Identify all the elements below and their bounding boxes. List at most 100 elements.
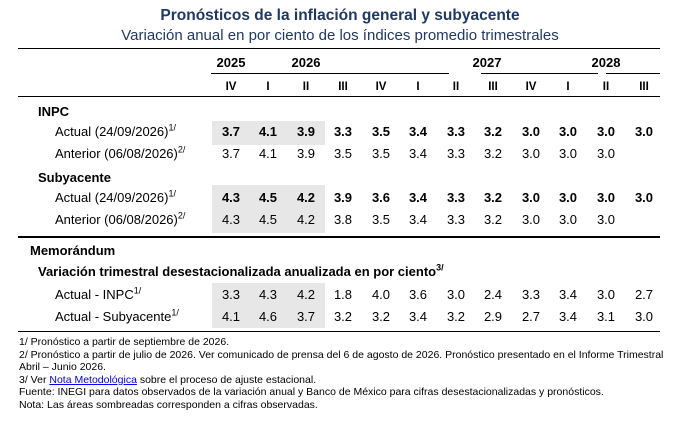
table-cell: 3.3	[333, 124, 353, 139]
quarter-header: II	[302, 81, 310, 93]
row-label-text: Actual - Subyacente	[55, 309, 172, 324]
row-label-sup: 1/	[168, 188, 176, 199]
table-cell: 4.0	[371, 287, 391, 302]
row-label-sub-anterior: Anterior (06/08/2026)2/	[55, 210, 186, 227]
row-label-sup: 1/	[133, 285, 142, 296]
rule-0	[18, 48, 660, 49]
row-label-text: Anterior (06/08/2026)	[55, 212, 178, 227]
rule-1	[211, 73, 449, 74]
table-cell: 3.5	[371, 146, 391, 161]
table-cell: 3.0	[558, 212, 578, 227]
quarter-header: IV	[525, 81, 537, 93]
table-cell: 3.3	[521, 287, 541, 302]
table-cell: 4.2	[296, 212, 316, 227]
table-cell: 4.1	[258, 124, 278, 139]
quarter-header: I	[266, 81, 270, 93]
table-cell: 2.9	[483, 309, 503, 324]
table-cell: 2.7	[634, 287, 654, 302]
table-cell: 3.2	[371, 309, 391, 324]
table-cell: 3.2	[483, 212, 503, 227]
table-cell: 3.4	[558, 309, 578, 324]
section-trimestral-text: Variación trimestral desestacionalizada …	[38, 264, 437, 279]
rule-4	[18, 96, 660, 97]
table-cell: 3.6	[408, 287, 428, 302]
row-label-memo-inpc: Actual - INPC1/	[55, 285, 142, 302]
rule-6	[18, 331, 660, 332]
quarter-header: III	[338, 81, 348, 93]
rule-2	[481, 73, 598, 74]
table-cell: 3.3	[446, 146, 466, 161]
table-cell: 3.2	[446, 309, 466, 324]
table-cell: 3.4	[408, 190, 428, 205]
table-cell: 3.3	[446, 212, 466, 227]
row-label-inpc-anterior: Anterior (06/08/2026)2/	[55, 144, 186, 161]
quarter-header: II	[452, 81, 460, 93]
observed-shade-2	[212, 283, 325, 328]
table-cell: 3.0	[558, 190, 578, 205]
table-cell: 3.7	[296, 309, 316, 324]
quarter-header: I	[566, 81, 570, 93]
table-cell: 4.3	[221, 190, 241, 205]
table-cell: 3.4	[408, 309, 428, 324]
table-cell: 4.5	[258, 190, 278, 205]
table-cell: 3.4	[408, 124, 428, 139]
section-trimestral-sup: 3/	[436, 262, 444, 273]
table-subtitle: Variación anual en por ciento de los índ…	[121, 27, 559, 44]
section-subyacente: Subyacente	[38, 170, 111, 185]
table-cell: 3.0	[521, 190, 541, 205]
row-label-sup: 1/	[168, 122, 176, 133]
source-note: Fuente: INEGI para datos observados de l…	[19, 386, 604, 399]
footnote-2: 2/ Pronóstico a partir de julio de 2026.…	[19, 348, 664, 374]
table-cell: 3.0	[596, 146, 616, 161]
row-label-sup: 2/	[177, 210, 186, 221]
year-header: 2028	[591, 55, 621, 70]
year-header: 2027	[472, 55, 502, 70]
table-title: Pronósticos de la inflación general y su…	[160, 7, 520, 24]
table-cell: 3.6	[371, 190, 391, 205]
section-memorandum: Memorándum	[30, 243, 116, 258]
table-cell: 3.0	[634, 309, 654, 324]
footnote-3: 3/ Ver Nota Metodológica sobre el proces…	[19, 374, 674, 387]
table-cell: 4.2	[296, 190, 316, 205]
table-cell: 3.0	[596, 287, 616, 302]
quarter-header: III	[639, 81, 649, 93]
table-cell: 4.1	[258, 146, 278, 161]
footnote-3-prefix: 3/ Ver	[19, 373, 50, 386]
table-cell: 4.6	[258, 309, 278, 324]
table-cell: 3.2	[333, 309, 353, 324]
table-cell: 3.0	[521, 146, 541, 161]
table-cell: 3.2	[483, 190, 503, 205]
quarter-header: II	[602, 81, 610, 93]
table-cell: 3.0	[596, 190, 616, 205]
rule-5	[18, 236, 660, 238]
observed-shade-0	[212, 121, 325, 145]
row-label-inpc-actual: Actual (24/09/2026)1/	[55, 122, 176, 139]
year-header: 2026	[291, 55, 321, 70]
table-cell: 4.3	[258, 287, 278, 302]
table-cell: 3.5	[371, 212, 391, 227]
table-cell: 3.0	[634, 124, 654, 139]
table-cell: 3.0	[521, 124, 541, 139]
table-cell: 3.8	[333, 212, 353, 227]
table-cell: 3.2	[483, 124, 503, 139]
table-cell: 3.4	[408, 146, 428, 161]
section-trimestral: Variación trimestral desestacionalizada …	[38, 262, 444, 279]
table-cell: 3.5	[333, 146, 353, 161]
table-cell: 3.0	[596, 124, 616, 139]
table-cell: 3.0	[558, 146, 578, 161]
year-header: 2025	[216, 55, 246, 70]
observed-shade-1	[212, 185, 325, 233]
table-cell: 3.0	[558, 124, 578, 139]
row-label-text: Actual (24/09/2026)	[55, 124, 169, 139]
table-cell: 3.9	[296, 124, 316, 139]
quarter-header: I	[416, 81, 420, 93]
table-cell: 3.5	[371, 124, 391, 139]
row-label-sup: 2/	[177, 144, 186, 155]
row-label-sub-actual: Actual (24/09/2026)1/	[55, 188, 176, 205]
quarter-header: IV	[375, 81, 387, 93]
table-cell: 2.7	[521, 309, 541, 324]
nota-metodologica-link[interactable]: Nota Metodológica	[49, 373, 137, 386]
table-cell: 3.7	[221, 124, 241, 139]
rule-3	[606, 73, 660, 74]
row-label-memo-sub: Actual - Subyacente1/	[55, 308, 179, 324]
